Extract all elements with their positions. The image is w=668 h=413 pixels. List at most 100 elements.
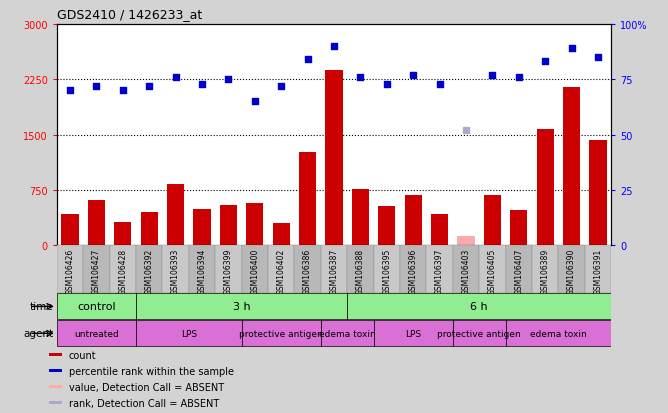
Bar — [321, 246, 347, 293]
Text: 3 h: 3 h — [232, 301, 250, 312]
Bar — [589, 141, 607, 246]
Bar — [246, 203, 263, 246]
Text: protective antigen: protective antigen — [239, 329, 323, 338]
Bar — [189, 246, 215, 293]
Point — [144, 83, 154, 90]
Bar — [321, 320, 373, 347]
Bar — [140, 213, 158, 246]
Bar — [431, 215, 448, 246]
Text: control: control — [77, 301, 116, 312]
Bar — [49, 354, 61, 356]
Text: GSM106405: GSM106405 — [488, 248, 497, 294]
Text: rank, Detection Call = ABSENT: rank, Detection Call = ABSENT — [69, 398, 219, 408]
Bar — [453, 246, 479, 293]
Bar — [426, 246, 453, 293]
Text: GDS2410 / 1426233_at: GDS2410 / 1426233_at — [57, 8, 202, 21]
Text: GSM106402: GSM106402 — [277, 248, 286, 294]
Bar — [273, 224, 290, 246]
Text: GSM106389: GSM106389 — [540, 248, 550, 294]
Text: GSM106391: GSM106391 — [594, 248, 603, 294]
Point — [487, 72, 498, 79]
Text: GSM106392: GSM106392 — [145, 248, 154, 294]
Text: GSM106426: GSM106426 — [65, 248, 74, 294]
Point — [170, 74, 181, 81]
Point — [434, 81, 445, 88]
Text: GSM106396: GSM106396 — [409, 248, 418, 294]
Point — [355, 74, 366, 81]
Text: edema toxin: edema toxin — [530, 329, 587, 338]
Bar — [61, 214, 79, 246]
Bar — [295, 246, 321, 293]
Bar — [373, 246, 400, 293]
Point — [249, 99, 260, 105]
Text: GSM106386: GSM106386 — [303, 248, 312, 294]
Bar — [453, 320, 506, 347]
Text: protective antigen: protective antigen — [438, 329, 521, 338]
Point — [118, 88, 128, 95]
Text: GSM106395: GSM106395 — [382, 248, 391, 294]
Bar — [532, 246, 558, 293]
Text: 6 h: 6 h — [470, 301, 488, 312]
Point — [196, 81, 207, 88]
Bar — [325, 71, 343, 246]
Text: GSM106394: GSM106394 — [198, 248, 206, 294]
Point — [223, 77, 234, 83]
Text: edema toxin: edema toxin — [319, 329, 375, 338]
Bar — [400, 246, 426, 293]
Point — [381, 81, 392, 88]
Bar — [506, 320, 611, 347]
Bar — [347, 246, 373, 293]
Text: GSM106399: GSM106399 — [224, 248, 233, 294]
Bar — [194, 210, 210, 246]
Bar — [510, 210, 528, 246]
Bar — [347, 294, 611, 320]
Point — [276, 83, 287, 90]
Bar — [299, 153, 316, 246]
Bar — [458, 236, 474, 246]
Text: GSM106388: GSM106388 — [356, 248, 365, 294]
Bar — [378, 206, 395, 246]
Text: value, Detection Call = ABSENT: value, Detection Call = ABSENT — [69, 382, 224, 392]
Bar — [49, 401, 61, 404]
Bar — [136, 294, 347, 320]
Text: GSM106427: GSM106427 — [92, 248, 101, 294]
Bar — [88, 200, 105, 246]
Bar — [536, 130, 554, 246]
Text: untreated: untreated — [74, 329, 119, 338]
Point — [593, 55, 603, 61]
Bar — [110, 246, 136, 293]
Text: GSM106393: GSM106393 — [171, 248, 180, 294]
Point — [91, 83, 102, 90]
Point — [65, 88, 75, 95]
Text: GSM106403: GSM106403 — [462, 248, 470, 294]
Bar — [563, 88, 580, 246]
Bar — [268, 246, 295, 293]
Text: LPS: LPS — [181, 329, 197, 338]
Text: time: time — [30, 301, 53, 312]
Bar — [167, 185, 184, 246]
Bar — [136, 320, 242, 347]
Point — [408, 72, 419, 79]
Text: count: count — [69, 350, 97, 360]
Bar — [242, 246, 268, 293]
Bar — [352, 190, 369, 246]
Text: percentile rank within the sample: percentile rank within the sample — [69, 366, 234, 376]
Text: GSM106407: GSM106407 — [514, 248, 523, 294]
Bar — [558, 246, 584, 293]
Bar — [114, 223, 132, 246]
Bar — [373, 320, 453, 347]
Bar — [405, 196, 422, 246]
Bar — [136, 246, 162, 293]
Point — [329, 43, 339, 50]
Bar — [242, 320, 321, 347]
Bar — [57, 294, 136, 320]
Bar — [49, 385, 61, 389]
Text: GSM106387: GSM106387 — [329, 248, 339, 294]
Text: agent: agent — [23, 328, 53, 339]
Point — [302, 57, 313, 64]
Point — [461, 128, 472, 134]
Bar — [479, 246, 506, 293]
Bar — [584, 246, 611, 293]
Bar — [162, 246, 189, 293]
Text: GSM106397: GSM106397 — [435, 248, 444, 294]
